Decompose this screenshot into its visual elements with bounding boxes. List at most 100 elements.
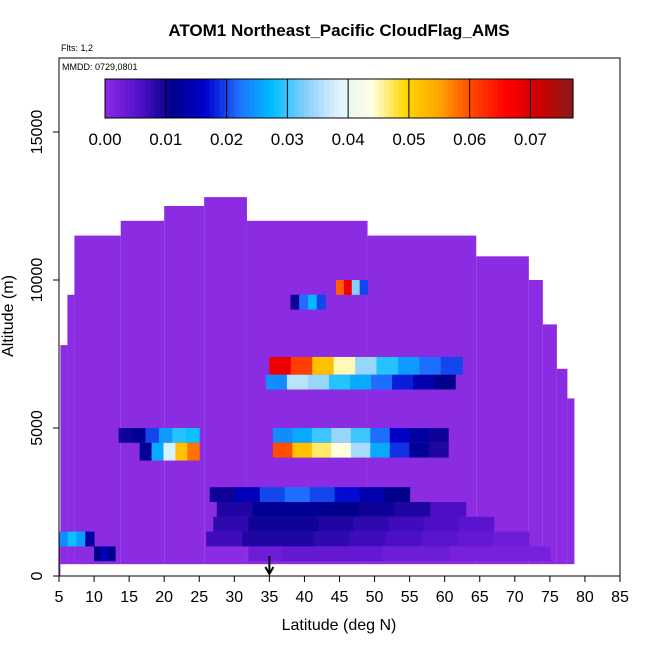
colorbar-segment [324, 79, 330, 118]
data-cell [286, 374, 309, 390]
colorbar-segment [553, 79, 559, 118]
data-cell [292, 442, 313, 458]
x-tick-label: 55 [401, 589, 419, 606]
x-axis-label: Latitude (deg N) [282, 617, 397, 634]
data-cell [163, 442, 176, 461]
colorbar-segment [114, 79, 121, 118]
data-cell [272, 442, 293, 458]
colorbar-segment [304, 79, 310, 118]
data-cell [307, 374, 330, 390]
data-cell [392, 374, 414, 390]
data-cell [350, 428, 371, 443]
colorbar-segment [194, 79, 201, 118]
colorbar-segment [214, 79, 221, 118]
data-cell [351, 280, 361, 295]
data-cell [132, 428, 146, 443]
data-cell [67, 531, 78, 547]
data-cell [355, 356, 378, 375]
data-cell [335, 280, 345, 295]
colorbar-segment [149, 79, 156, 118]
data-cell [359, 487, 386, 502]
data-cell [234, 487, 261, 502]
x-tick-label: 85 [611, 589, 629, 606]
y-axis: 0 5000 10000 15000 [29, 110, 59, 580]
colorbar-segment [348, 79, 355, 118]
colorbar-segment [508, 79, 514, 118]
colorbar: 0.00 0.01 0.02 0.03 0.04 0.05 0.06 0.07 [88, 78, 574, 149]
data-cell [187, 442, 200, 461]
colorbar-segment [129, 79, 136, 118]
colorbar-segment [299, 79, 305, 118]
colorbar-segment [229, 79, 236, 118]
colorbar-segment [184, 79, 191, 118]
colorbar-segment [518, 79, 524, 118]
x-tick-label: 40 [296, 589, 314, 606]
data-cell [315, 546, 350, 562]
colorbar-tick-label: 0.00 [88, 130, 121, 149]
colorbar-segment [458, 79, 465, 118]
colorbar-segment [309, 79, 315, 118]
data-cell [272, 428, 293, 443]
data-cell [323, 502, 360, 517]
colorbar-segment [393, 79, 400, 118]
data-cell [388, 516, 425, 532]
colorbar-segment [428, 79, 435, 118]
colorbar-segment [334, 79, 340, 118]
colorbar-segment [443, 79, 450, 118]
colorbar-segment [528, 79, 534, 118]
data-cell [252, 502, 289, 517]
colorbar-tick-label: 0.06 [453, 130, 486, 149]
data-cell [85, 531, 95, 547]
data-cell [139, 442, 153, 461]
colorbar-segment [219, 79, 226, 118]
colorbar-segment [259, 79, 265, 118]
colorbar-segment [388, 79, 395, 118]
data-cell [397, 356, 420, 375]
data-cell [283, 516, 319, 532]
arrow-head [264, 566, 275, 577]
colorbar-segment [169, 79, 176, 118]
data-cell [290, 294, 300, 310]
data-cell [382, 546, 417, 562]
colorbar-segment [209, 79, 216, 118]
colorbar-segment [478, 79, 484, 118]
data-cell [277, 531, 315, 547]
envelope-region [567, 398, 575, 565]
colorbar-segment [319, 79, 325, 118]
data-cell [206, 531, 243, 547]
data-cell [281, 546, 316, 562]
colorbar-segment [134, 79, 141, 118]
x-tick-label: 80 [576, 589, 594, 606]
x-tick-label: 10 [85, 589, 103, 606]
colorbar-segment [513, 79, 519, 118]
colorbar-segment [493, 79, 499, 118]
colorbar-segment [164, 79, 171, 118]
colorbar-segment [159, 79, 166, 118]
colorbar-tick-label: 0.05 [392, 130, 425, 149]
data-cell [413, 374, 435, 390]
colorbar-segment [468, 79, 475, 118]
data-cell [434, 374, 456, 390]
data-cell [118, 428, 133, 443]
colorbar-segment [543, 79, 549, 118]
colorbar-segment [239, 79, 246, 118]
data-cell [290, 356, 313, 375]
colorbar-segment [154, 79, 161, 118]
data-cell [458, 516, 495, 532]
data-cell [287, 502, 324, 517]
data-cell [516, 546, 551, 562]
data-cell [415, 546, 450, 562]
data-cell [430, 502, 467, 517]
data-cell [101, 546, 109, 562]
data-cell [419, 356, 442, 375]
envelope-region [476, 256, 529, 565]
colorbar-segment [329, 79, 335, 118]
x-tick-label: 20 [155, 589, 173, 606]
colorbar-segment [144, 79, 151, 118]
colorbar-segment [538, 79, 544, 118]
data-cell [292, 428, 313, 443]
x-axis: 5 10 15 20 25 30 35 40 45 50 55 60 65 70 75 80 85 [55, 576, 629, 606]
flights-label: Flts: 1,2 [61, 43, 93, 53]
colorbar-segment [343, 79, 350, 118]
data-cell [265, 374, 288, 390]
